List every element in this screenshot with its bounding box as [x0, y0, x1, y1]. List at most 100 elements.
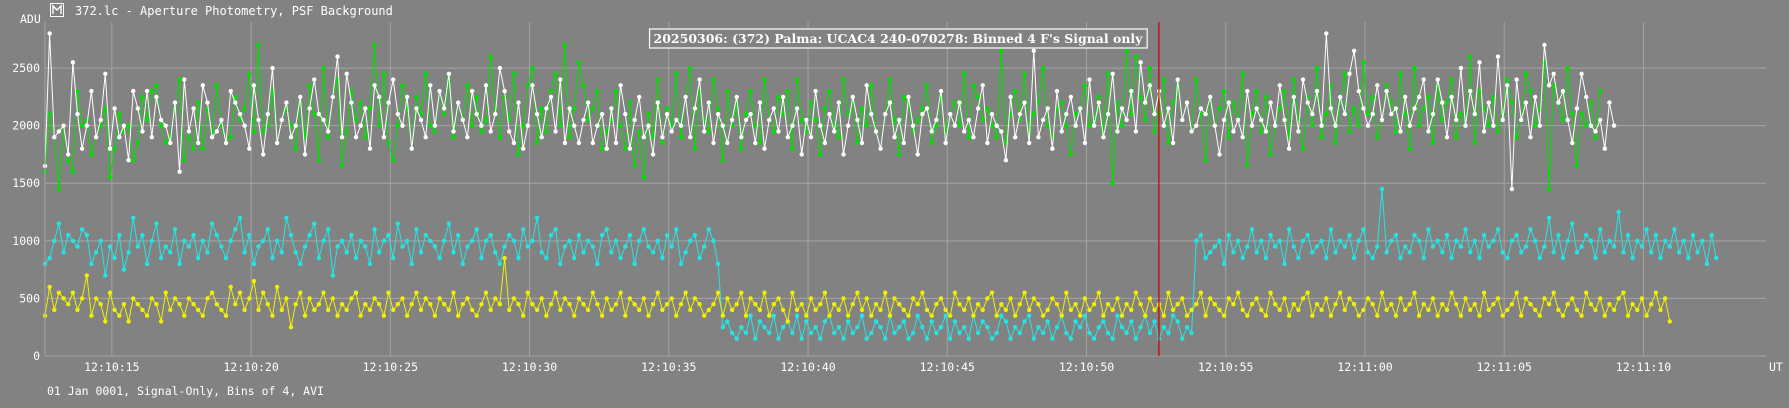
data-point: [493, 111, 498, 117]
data-point: [1635, 307, 1640, 313]
data-point: [47, 111, 52, 117]
data-point: [1444, 135, 1450, 140]
data-point: [785, 319, 790, 324]
data-point: [1537, 313, 1543, 318]
data-point: [409, 261, 414, 267]
data-point: [1611, 307, 1617, 313]
data-point: [590, 290, 595, 295]
data-point: [121, 302, 127, 307]
data-point: [794, 77, 800, 82]
data-point: [655, 238, 660, 243]
data-point: [1602, 313, 1608, 318]
data-point: [1259, 307, 1264, 313]
data-point: [307, 296, 312, 301]
data-point: [1477, 60, 1482, 65]
data-point: [1231, 129, 1236, 134]
data-point: [1621, 250, 1626, 255]
data-point: [1495, 227, 1501, 232]
data-point: [293, 302, 298, 307]
data-point: [952, 290, 958, 295]
data-point: [404, 238, 410, 243]
data-point: [790, 290, 795, 295]
data-point: [1542, 42, 1547, 48]
data-point: [873, 319, 879, 324]
data-point: [808, 100, 814, 105]
data-point: [298, 290, 303, 295]
data-point: [822, 319, 828, 324]
data-point: [1003, 319, 1009, 324]
data-point: [358, 238, 363, 243]
data-point: [664, 232, 670, 238]
data-point: [971, 135, 976, 140]
data-point: [1630, 255, 1635, 261]
data-point: [432, 129, 438, 134]
data-point: [1440, 117, 1445, 123]
data-point: [214, 302, 219, 307]
data-point: [1593, 307, 1598, 313]
data-point: [1412, 290, 1417, 295]
data-point: [474, 313, 479, 318]
data-point: [1105, 111, 1111, 117]
data-point: [126, 319, 131, 324]
data-point: [1500, 313, 1505, 318]
data-point: [386, 232, 391, 238]
data-point: [1105, 302, 1111, 307]
data-point: [1472, 111, 1478, 117]
data-point: [822, 140, 828, 146]
data-point: [1407, 250, 1413, 255]
data-point: [1027, 313, 1032, 318]
data-point: [1393, 129, 1399, 134]
data-point: [1384, 250, 1389, 255]
data-point: [1430, 140, 1436, 146]
data-point: [1152, 111, 1157, 117]
data-point: [479, 302, 484, 307]
data-point: [678, 135, 684, 140]
data-point: [887, 77, 893, 82]
data-point: [1389, 302, 1394, 307]
data-point: [1203, 158, 1208, 163]
data-point: [353, 255, 359, 261]
data-point: [1704, 261, 1710, 267]
data-point: [107, 175, 113, 180]
data-point: [1031, 48, 1037, 53]
data-point: [1226, 135, 1232, 140]
data-point: [474, 94, 479, 100]
data-point: [1129, 319, 1134, 324]
data-point: [1625, 232, 1631, 238]
data-point: [1584, 123, 1589, 128]
data-point: [1254, 250, 1259, 255]
data-point: [1324, 111, 1329, 117]
data-point: [279, 250, 284, 255]
data-point: [1361, 60, 1366, 65]
data-point: [228, 284, 233, 290]
data-point: [339, 302, 345, 307]
data-point: [897, 117, 902, 123]
data-point: [1426, 307, 1431, 313]
data-point: [1639, 296, 1645, 301]
data-point: [1621, 290, 1626, 295]
data-point: [530, 65, 535, 71]
data-point: [288, 135, 294, 140]
data-point: [794, 313, 800, 318]
window-title: 372.lc - Aperture Photometry, PSF Backgr…: [75, 4, 393, 18]
data-point: [418, 111, 424, 117]
data-point: [121, 267, 127, 272]
data-point: [66, 158, 71, 163]
data-point: [581, 250, 586, 255]
data-point: [418, 117, 424, 123]
data-point: [1254, 88, 1259, 94]
data-point: [261, 290, 266, 295]
data-point: [483, 117, 489, 123]
data-point: [465, 83, 470, 88]
data-point: [140, 232, 145, 238]
data-point: [873, 302, 879, 307]
data-point: [1268, 152, 1273, 157]
data-point: [284, 296, 289, 301]
data-point: [804, 313, 809, 318]
data-point: [1036, 325, 1041, 330]
data-point: [1598, 117, 1603, 123]
data-point: [1393, 313, 1399, 318]
data-point: [66, 152, 71, 157]
data-point: [47, 284, 52, 290]
data-point: [539, 106, 544, 111]
